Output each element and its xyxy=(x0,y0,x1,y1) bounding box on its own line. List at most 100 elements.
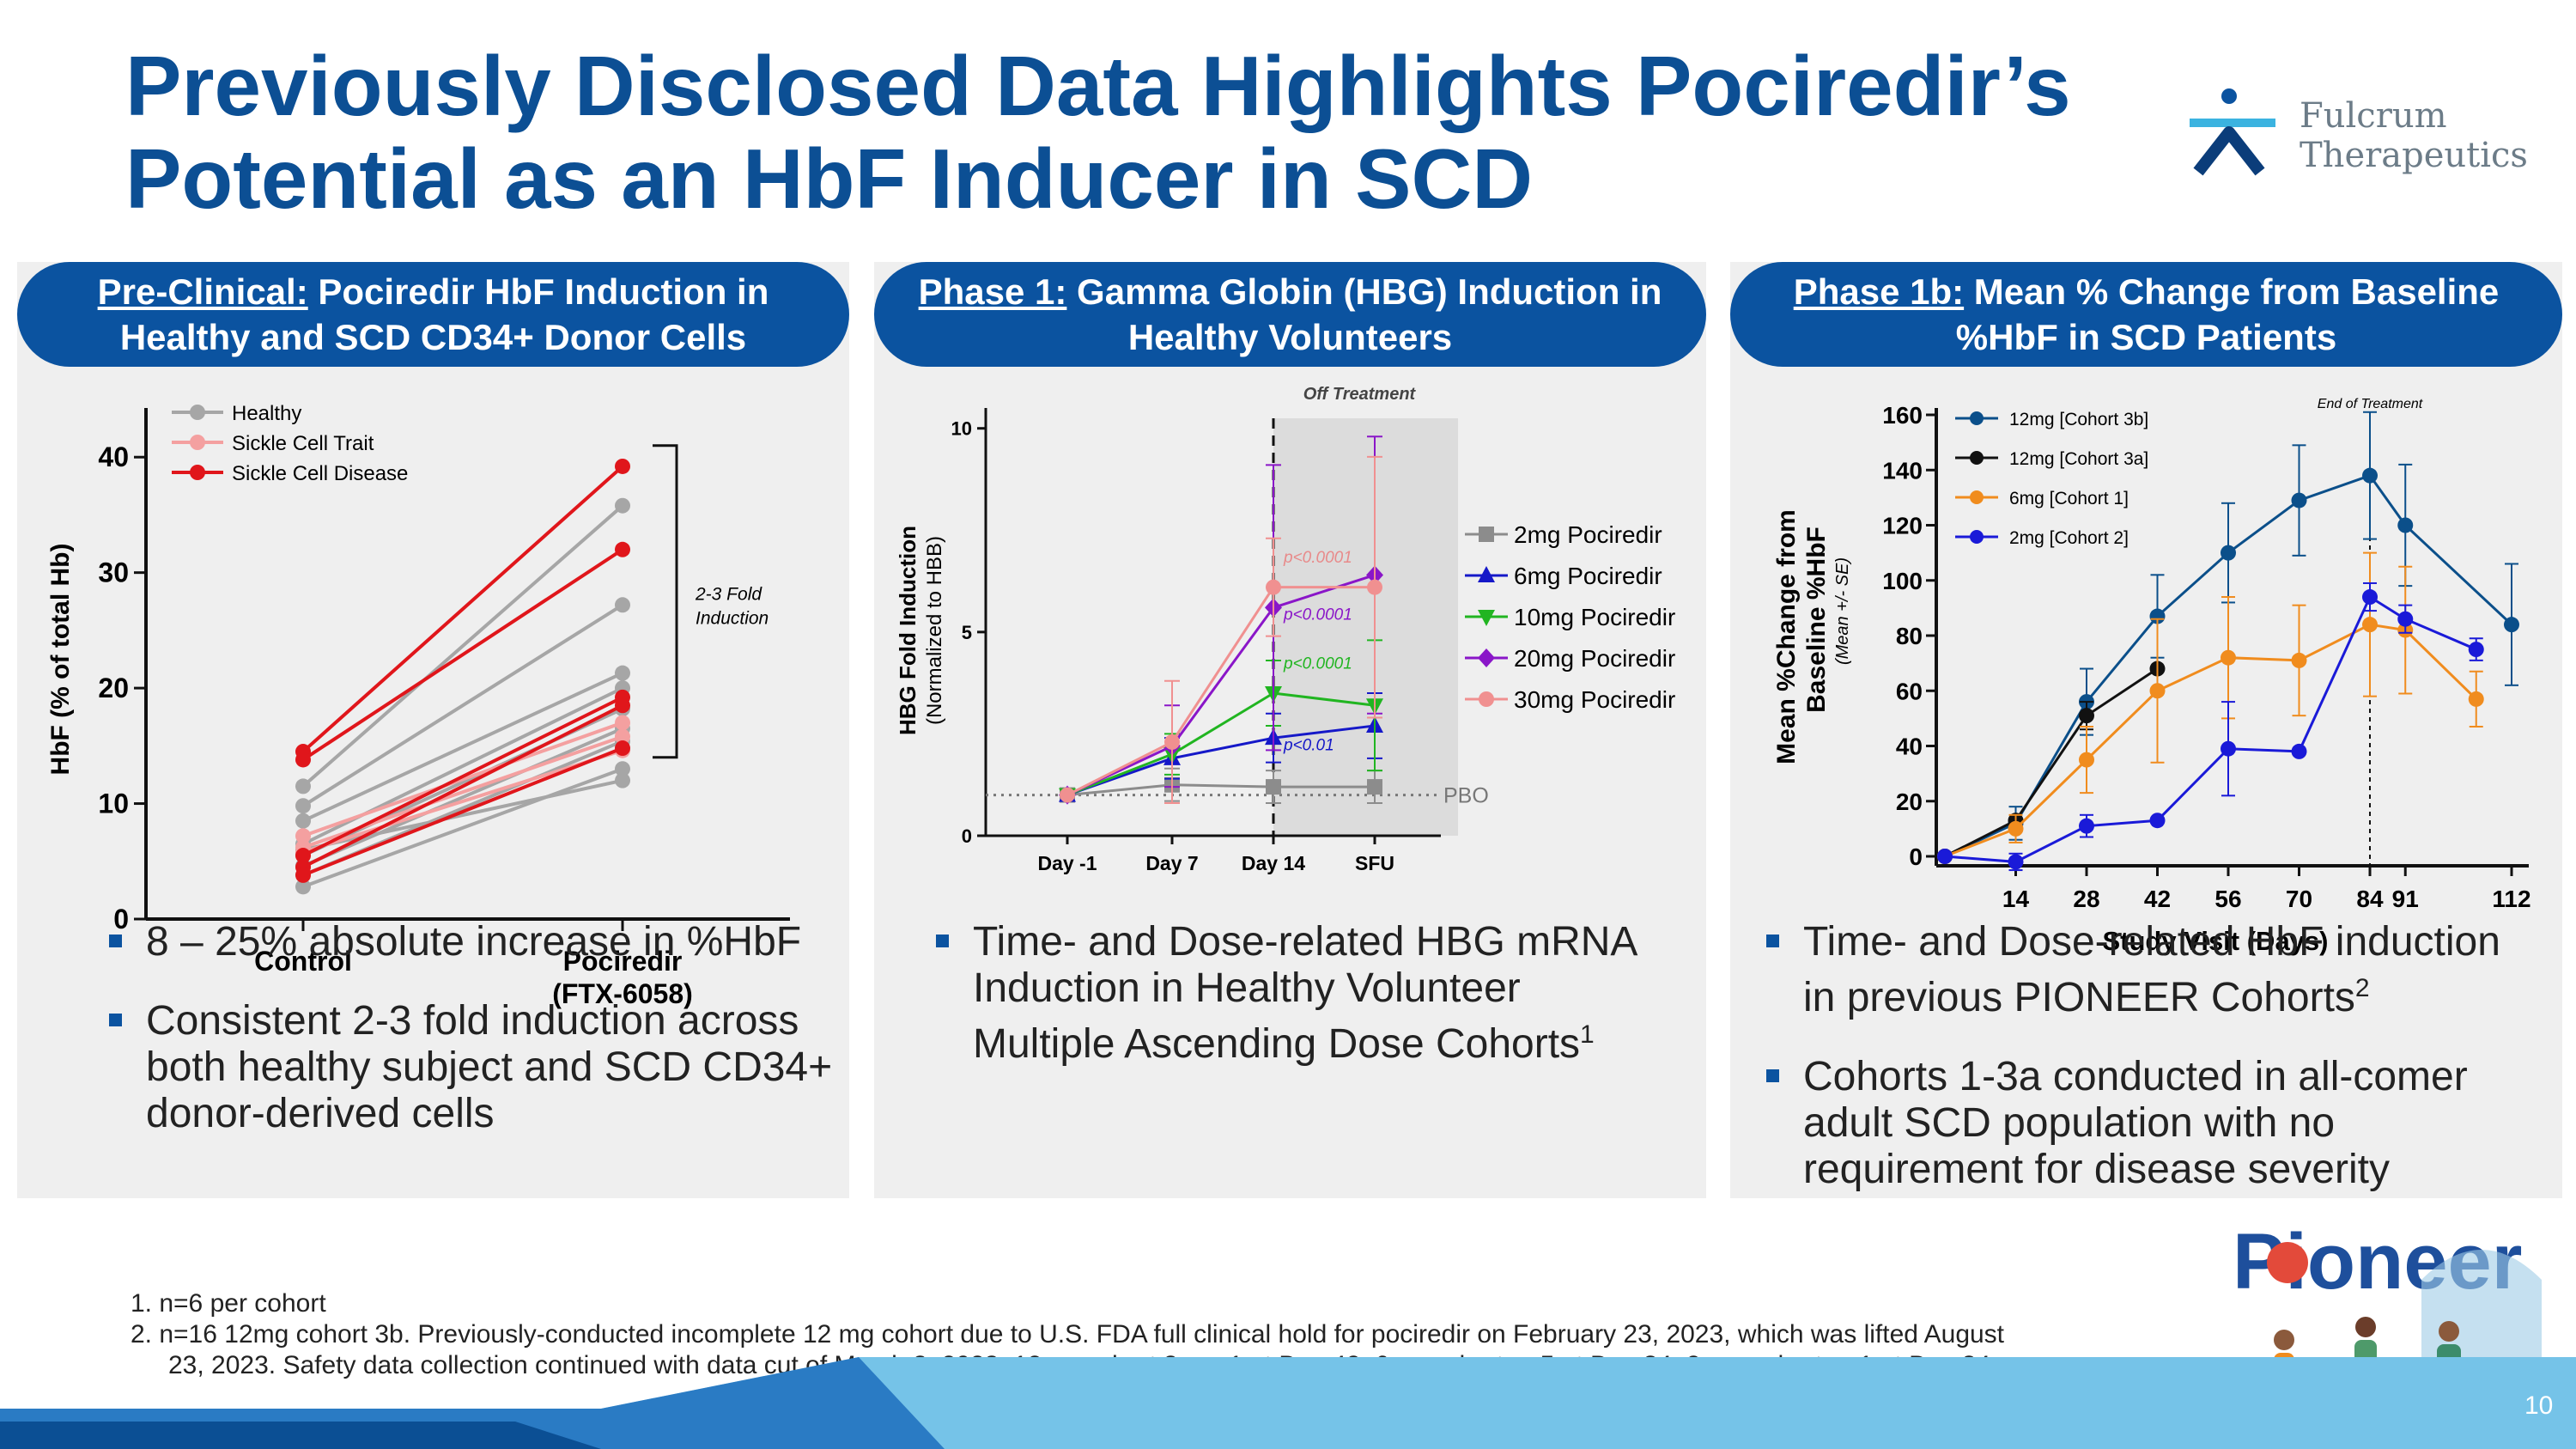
preclinical-chart: 0 10 20 30 40 Control Pociredir(FTX-6058) HbF (… xyxy=(46,402,790,1009)
data-point xyxy=(615,541,630,557)
panel-phase1-header: Phase 1: Gamma Globin (HBG) Induction in… xyxy=(874,262,1706,367)
data-point xyxy=(615,761,630,777)
y-tick-label: 20 xyxy=(98,673,129,703)
panel-3-head-rest: Mean % Change from Baseline xyxy=(1964,271,2500,312)
legend-label: 6mg [Cohort 1] xyxy=(2009,489,2129,508)
bullet-item: Consistent 2-3 fold induction across bot… xyxy=(107,998,846,1137)
data-point xyxy=(1367,779,1382,795)
data-point xyxy=(1060,787,1075,803)
data-point xyxy=(2291,743,2307,759)
data-point xyxy=(1266,579,1281,595)
data-point xyxy=(2149,608,2166,624)
x-tick-label: Day 14 xyxy=(1242,852,1305,874)
phase1-chart: Off Treatment 0 5 10 Day -1 Day 7 Day 14 SFU HBG… xyxy=(895,385,1675,874)
data-point xyxy=(615,458,630,474)
data-point xyxy=(2079,752,2094,768)
panel-3-head-line2: %HbF in SCD Patients xyxy=(1955,317,2337,357)
data-point xyxy=(1937,849,1953,864)
series-line xyxy=(302,767,623,889)
panel-phase1: Phase 1: Gamma Globin (HBG) Induction in… xyxy=(874,262,1706,1198)
pbo-label: PBO xyxy=(1443,784,1489,808)
legend-label: 30mg Pociredir xyxy=(1514,686,1675,713)
y-tick-label: 0 xyxy=(113,904,129,935)
series-healthy xyxy=(295,665,630,829)
panel-1-bullets: 8 – 25% absolute increase in %HbF Consis… xyxy=(107,919,846,1170)
y-tick-label: 40 xyxy=(98,441,129,472)
data-point xyxy=(2008,854,2024,870)
bullet-footnote-ref: 2 xyxy=(2354,974,2370,1002)
legend-marker xyxy=(1478,566,1495,582)
panel-1-head-prefix: Pre-Clinical: xyxy=(97,271,308,312)
legend-marker xyxy=(1479,691,1494,707)
data-point xyxy=(2291,492,2307,508)
legend-marker xyxy=(1478,648,1495,667)
data-point xyxy=(2149,683,2166,699)
x-tick-label: 14 xyxy=(2002,886,2030,912)
data-point xyxy=(1266,779,1281,795)
y-axis-label: (Normalized to HBB) xyxy=(923,536,946,725)
series-line xyxy=(1944,623,2477,858)
x-tick-label: 91 xyxy=(2392,886,2419,912)
bottom-band xyxy=(0,1357,2576,1449)
legend-label: 12mg [Cohort 3b] xyxy=(2009,410,2148,429)
y-tick-label: 10 xyxy=(951,418,972,440)
legend-marker xyxy=(1478,610,1495,626)
fulcrum-name-1: Fulcrum xyxy=(2300,96,2447,136)
legend-marker xyxy=(1970,490,1984,504)
legend-item: 2mg Pociredir xyxy=(1465,521,1662,548)
series-sickle-cell-trait xyxy=(295,715,630,844)
y-tick-label: 40 xyxy=(1896,734,1923,760)
fulcrum-logo: Fulcrum Therapeutics xyxy=(2188,79,2549,182)
panel-3-bullets: Time- and Dose-related HbF induction in … xyxy=(1765,919,2537,1226)
data-point xyxy=(2397,611,2414,627)
fulcrum-mark-icon xyxy=(2190,88,2275,176)
series-line xyxy=(301,465,624,753)
series-line xyxy=(301,504,624,788)
data-point xyxy=(2291,652,2307,668)
legend-marker xyxy=(1970,530,1984,544)
panel-2-head-prefix: Phase 1: xyxy=(918,271,1067,312)
series-line xyxy=(302,703,623,869)
series-healthy xyxy=(295,761,630,895)
legend-label: 10mg Pociredir xyxy=(1514,604,1675,630)
data-point xyxy=(295,828,311,844)
legend-item: 6mg [Cohort 1] xyxy=(1955,489,2129,508)
panel-phase1b: Phase 1b: Mean % Change from Baseline %H… xyxy=(1730,262,2562,1198)
series-sickle-cell-disease xyxy=(295,541,630,768)
legend-item: Sickle Cell Trait xyxy=(172,432,374,455)
data-point xyxy=(2221,740,2236,757)
y-axis-label: Mean %Change from xyxy=(1772,509,1801,764)
data-point xyxy=(2468,642,2484,658)
y-tick-label: 100 xyxy=(1882,568,1923,594)
annotation-bracket xyxy=(653,444,678,759)
legend-marker xyxy=(190,405,205,420)
series-line xyxy=(1066,691,1376,796)
fulcrum-name-2: Therapeutics xyxy=(2300,136,2528,175)
data-point xyxy=(2362,467,2378,484)
panel-1-head-line2: Healthy and SCD CD34+ Donor Cells xyxy=(119,317,747,357)
bullet-item: Time- and Dose-related HbF induction in … xyxy=(1765,919,2537,1021)
x-tick-label: 112 xyxy=(2492,886,2530,912)
data-point xyxy=(615,697,630,714)
panel-preclinical-header: Pre-Clinical: Pociredir HbF Induction in… xyxy=(17,262,849,367)
series-line xyxy=(1066,586,1375,796)
data-point xyxy=(1164,734,1180,750)
x-tick-label: Pociredir xyxy=(563,946,683,977)
series-2mg-cohort-2- xyxy=(1937,581,2484,872)
bullet-item: Time- and Dose-related HBG mRNA Inductio… xyxy=(934,919,1673,1068)
data-point xyxy=(295,778,311,795)
data-point xyxy=(295,752,311,768)
x-tick-label: 28 xyxy=(2073,886,2099,912)
y-tick-label: 0 xyxy=(962,825,972,847)
x-tick-label: 84 xyxy=(2356,886,2384,912)
panel-2-head-line2: Healthy Volunteers xyxy=(1127,317,1453,357)
series-line xyxy=(1066,574,1376,796)
data-point xyxy=(2468,691,2484,707)
fulcrum-wordmark: Fulcrum Therapeutics xyxy=(2300,96,2528,175)
data-point xyxy=(1367,579,1382,595)
data-point xyxy=(615,597,630,613)
p-value-annotation: p<0.0001 xyxy=(1283,655,1352,673)
panel-1-head-rest: Pociredir HbF Induction in xyxy=(307,271,769,312)
legend-label: Sickle Cell Trait xyxy=(232,432,374,455)
data-point xyxy=(615,728,630,745)
